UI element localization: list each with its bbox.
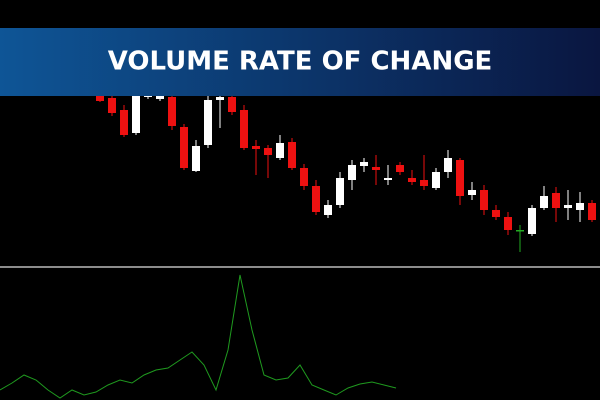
candle-body	[396, 165, 404, 172]
candle-body	[300, 168, 308, 186]
candle-body	[456, 160, 464, 196]
candle-body	[228, 97, 236, 112]
candle-body	[516, 230, 524, 232]
candle-body	[288, 142, 296, 168]
candle-body	[312, 186, 320, 212]
candle-body	[156, 95, 164, 99]
candle-body	[480, 190, 488, 210]
candle-body	[588, 203, 596, 220]
title-banner	[0, 28, 600, 96]
candle-body	[192, 146, 200, 171]
candle-body	[204, 100, 212, 145]
candle-body	[492, 210, 500, 217]
candle-body	[528, 208, 536, 234]
candle-body	[96, 95, 104, 101]
candle-body	[360, 162, 368, 166]
candle-body	[108, 98, 116, 113]
candle-body	[540, 196, 548, 208]
candle-body	[264, 148, 272, 155]
candle-body	[180, 127, 188, 168]
candle-body	[564, 205, 572, 208]
candle-body	[504, 217, 512, 230]
candle-body	[348, 165, 356, 180]
candle-body	[132, 96, 140, 133]
chart-title: VOLUME RATE OF CHANGE	[108, 47, 493, 77]
candle-body	[408, 178, 416, 182]
candle-body	[576, 203, 584, 210]
candle-body	[252, 146, 260, 149]
candle-body	[372, 167, 380, 170]
candle-body	[420, 180, 428, 186]
candle-body	[216, 97, 224, 100]
price-panel	[96, 90, 596, 252]
candle-body	[336, 178, 344, 205]
candle-body	[120, 110, 128, 135]
candle-body	[432, 172, 440, 188]
indicator-panel	[0, 274, 397, 399]
candle-body	[240, 110, 248, 148]
candle-body	[444, 158, 452, 172]
candle-body	[168, 97, 176, 126]
candle-body	[552, 193, 560, 208]
indicator-line	[0, 274, 397, 399]
candle-body	[384, 178, 392, 180]
candle-body	[468, 190, 476, 195]
candle-body	[276, 143, 284, 158]
candle-body	[324, 205, 332, 215]
